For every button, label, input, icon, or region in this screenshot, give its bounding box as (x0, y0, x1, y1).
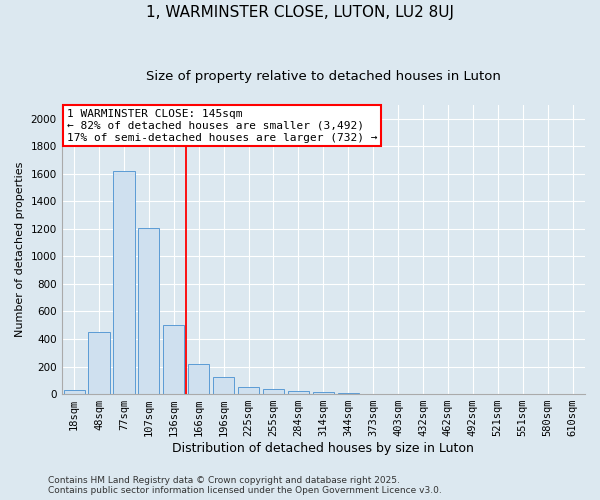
Text: Contains HM Land Registry data © Crown copyright and database right 2025.
Contai: Contains HM Land Registry data © Crown c… (48, 476, 442, 495)
Title: Size of property relative to detached houses in Luton: Size of property relative to detached ho… (146, 70, 501, 83)
Bar (188, 364, 209, 394)
Bar (238, 387, 259, 394)
Bar (263, 388, 284, 394)
Bar (64, 390, 85, 394)
Bar (138, 228, 160, 394)
Bar (113, 171, 134, 394)
Bar (88, 332, 110, 394)
Bar (313, 392, 334, 394)
Y-axis label: Number of detached properties: Number of detached properties (15, 162, 25, 337)
Bar (213, 377, 234, 394)
Bar (163, 326, 184, 394)
X-axis label: Distribution of detached houses by size in Luton: Distribution of detached houses by size … (172, 442, 474, 455)
Bar (288, 392, 309, 394)
Bar (338, 392, 359, 394)
Text: 1, WARMINSTER CLOSE, LUTON, LU2 8UJ: 1, WARMINSTER CLOSE, LUTON, LU2 8UJ (146, 5, 454, 20)
Text: 1 WARMINSTER CLOSE: 145sqm
← 82% of detached houses are smaller (3,492)
17% of s: 1 WARMINSTER CLOSE: 145sqm ← 82% of deta… (67, 110, 377, 142)
